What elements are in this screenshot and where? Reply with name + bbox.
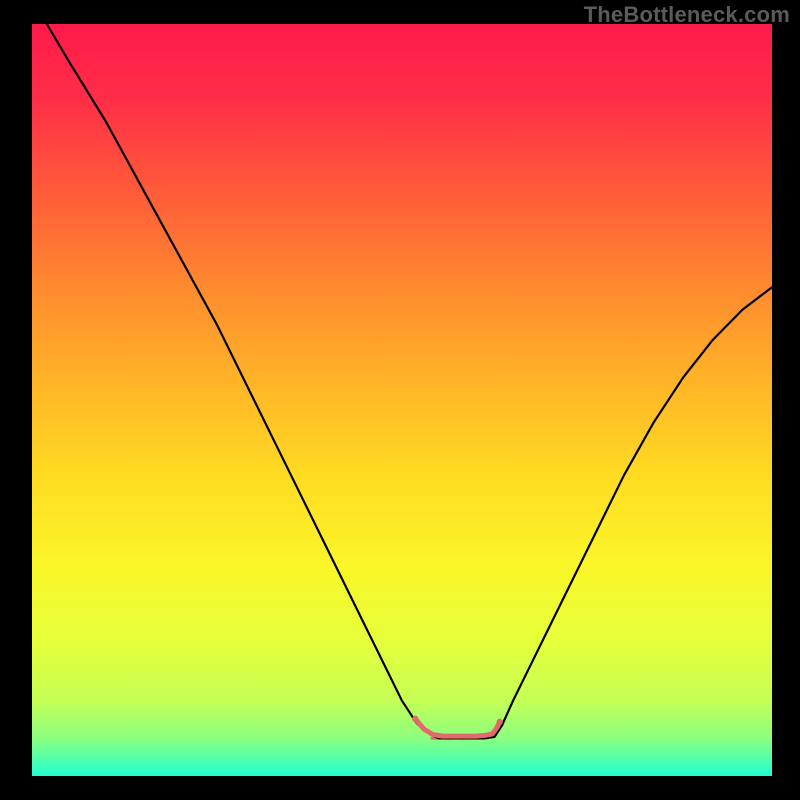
accent-endpoint-dot bbox=[496, 719, 502, 725]
plot-area bbox=[32, 24, 772, 776]
chart-frame: TheBottleneck.com bbox=[0, 0, 800, 800]
gradient-background bbox=[32, 24, 772, 776]
plot-svg bbox=[32, 24, 772, 776]
accent-endpoint-dot bbox=[412, 716, 418, 722]
attribution-watermark: TheBottleneck.com bbox=[584, 2, 790, 28]
